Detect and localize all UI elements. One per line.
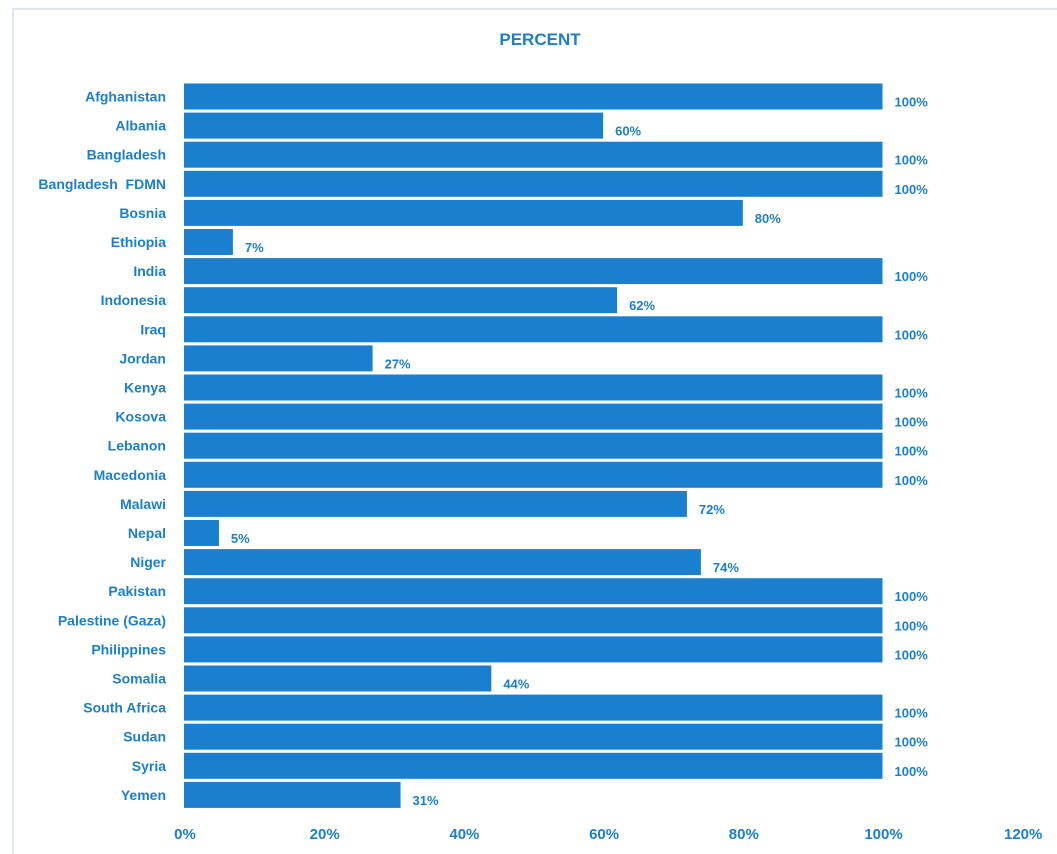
bar bbox=[184, 781, 401, 808]
category-label: Niger bbox=[130, 554, 166, 570]
data-label: 31% bbox=[413, 793, 439, 808]
category-label: South Africa bbox=[83, 700, 166, 716]
category-label: Kenya bbox=[124, 380, 166, 396]
bar bbox=[184, 549, 701, 576]
bar bbox=[184, 316, 883, 343]
frame-left-border bbox=[12, 8, 14, 854]
category-label: Yemen bbox=[121, 787, 166, 803]
bar bbox=[184, 636, 883, 663]
bar bbox=[184, 112, 604, 139]
data-label: 100% bbox=[895, 706, 929, 721]
data-label: 27% bbox=[385, 356, 411, 371]
x-tick-label: 0% bbox=[174, 826, 196, 843]
data-label: 100% bbox=[895, 95, 929, 110]
category-label: India bbox=[133, 263, 166, 279]
data-label: 80% bbox=[755, 211, 781, 226]
category-label: Afghanistan bbox=[85, 89, 166, 105]
category-label: Philippines bbox=[91, 641, 166, 657]
bar bbox=[184, 723, 883, 750]
data-label: 100% bbox=[895, 764, 929, 779]
bar bbox=[184, 258, 883, 285]
bar bbox=[184, 752, 883, 779]
data-label: 62% bbox=[629, 298, 655, 313]
bar bbox=[184, 199, 743, 226]
data-label: 100% bbox=[895, 153, 929, 168]
bar bbox=[184, 403, 883, 430]
bar bbox=[184, 374, 883, 401]
data-label: 100% bbox=[895, 182, 929, 197]
bar bbox=[184, 578, 883, 605]
category-label: Bosnia bbox=[119, 205, 166, 221]
category-label: Malawi bbox=[120, 496, 166, 512]
data-label: 5% bbox=[231, 531, 250, 546]
data-label: 100% bbox=[895, 444, 929, 459]
category-label: Bangladesh FDMN bbox=[38, 176, 166, 192]
category-label: Lebanon bbox=[108, 438, 166, 454]
x-tick-label: 40% bbox=[449, 826, 479, 843]
data-label: 44% bbox=[503, 677, 529, 692]
data-label: 100% bbox=[895, 647, 929, 662]
category-label: Pakistan bbox=[108, 583, 166, 599]
category-label: Jordan bbox=[119, 350, 166, 366]
category-label: Iraq bbox=[140, 321, 166, 337]
data-label: 72% bbox=[699, 502, 725, 517]
bar bbox=[184, 461, 883, 488]
category-label: Sudan bbox=[123, 729, 166, 745]
data-label: 100% bbox=[895, 589, 929, 604]
category-label: Nepal bbox=[128, 525, 166, 541]
category-label: Albania bbox=[115, 118, 166, 134]
chart-title: PERCENT bbox=[499, 30, 581, 49]
bar bbox=[184, 141, 883, 168]
category-label: Bangladesh bbox=[87, 147, 166, 163]
data-label: 100% bbox=[895, 327, 929, 342]
category-label: Indonesia bbox=[101, 292, 167, 308]
data-label: 100% bbox=[895, 415, 929, 430]
bar bbox=[184, 490, 687, 517]
data-label: 100% bbox=[895, 473, 929, 488]
x-tick-label: 100% bbox=[864, 826, 902, 843]
category-label: Syria bbox=[132, 758, 166, 774]
data-label: 100% bbox=[895, 269, 929, 284]
x-tick-label: 80% bbox=[729, 826, 759, 843]
frame-top-border bbox=[12, 8, 1057, 10]
bar bbox=[184, 432, 883, 459]
category-label: Macedonia bbox=[94, 467, 167, 483]
x-tick-label: 20% bbox=[310, 826, 340, 843]
bar bbox=[184, 665, 492, 692]
bar bbox=[184, 170, 883, 197]
x-tick-label: 120% bbox=[1004, 826, 1042, 843]
bar bbox=[184, 287, 618, 314]
bar bbox=[184, 607, 883, 634]
data-label: 100% bbox=[895, 735, 929, 750]
category-label: Palestine (Gaza) bbox=[58, 612, 166, 628]
data-label: 60% bbox=[615, 124, 641, 139]
data-label: 7% bbox=[245, 240, 264, 255]
category-label: Somalia bbox=[112, 671, 166, 687]
data-label: 100% bbox=[895, 618, 929, 633]
x-tick-label: 60% bbox=[589, 826, 619, 843]
data-label: 74% bbox=[713, 560, 739, 575]
bar bbox=[184, 345, 373, 372]
data-label: 100% bbox=[895, 386, 929, 401]
category-label: Kosova bbox=[115, 409, 166, 425]
bar bbox=[184, 229, 233, 255]
bar bbox=[184, 520, 219, 546]
category-label: Ethiopia bbox=[111, 234, 166, 250]
bar bbox=[184, 694, 883, 721]
bar bbox=[184, 83, 883, 110]
